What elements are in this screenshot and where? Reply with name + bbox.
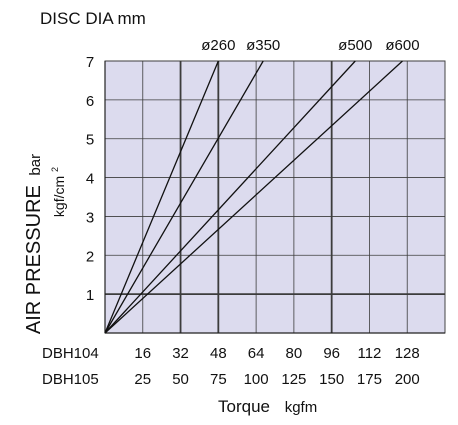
- x-tick-label: 48: [210, 345, 227, 362]
- svg-text:AIR PRESSURE bar: AIR PRESSURE bar: [23, 154, 45, 334]
- x-tick-label: 112: [357, 345, 381, 362]
- x-tick-labels: DBH104 16 32 48 64 80 96 112 128 DBH105 25 50 75 100 1…: [42, 345, 420, 388]
- x-tick-label: 16: [134, 345, 151, 362]
- x-tick-label: 125: [281, 371, 306, 388]
- x-tick-label: 100: [244, 371, 269, 388]
- series-lines: [104, 60, 403, 334]
- y-axis-unit2: kgf/cm: [51, 176, 67, 217]
- y-axis-label: AIR PRESSURE: [23, 185, 45, 334]
- svg-text:kgf/cm 2: kgf/cm 2: [50, 167, 67, 217]
- x-tick-label: 32: [172, 345, 189, 362]
- x-tick-label: 200: [395, 371, 420, 388]
- y-tick-label: 4: [86, 171, 94, 188]
- series-label: ø260: [201, 37, 235, 54]
- grid-lines: [104, 60, 445, 334]
- x-axis-unit: kgfm: [285, 399, 318, 416]
- series-line: [104, 60, 219, 334]
- y-tick-label: 5: [86, 132, 94, 149]
- chart-title: DISC DIA mm: [40, 9, 146, 28]
- y-axis-label-group: AIR PRESSURE bar: [23, 154, 45, 334]
- y-tick-label: 2: [86, 248, 94, 265]
- series-label: ø500: [338, 37, 372, 54]
- y-tick-labels: 1 2 3 4 5 6 7: [86, 54, 94, 304]
- y-tick-label: 1: [86, 287, 94, 304]
- y-axis-unit2-superscript: 2: [50, 167, 60, 172]
- y-axis-unit: bar: [27, 154, 44, 176]
- x-row-name: DBH104: [42, 345, 99, 362]
- x-axis-label-text: Torque: [218, 397, 270, 416]
- series-line: [104, 60, 403, 334]
- series-label: ø600: [385, 37, 419, 54]
- x-row-name: DBH105: [42, 371, 99, 388]
- x-tick-label: 96: [323, 345, 340, 362]
- y-tick-label: 6: [86, 93, 94, 110]
- y-axis-unit2-group: kgf/cm 2: [50, 167, 67, 217]
- plot-area: [104, 60, 446, 334]
- x-tick-label: 128: [395, 345, 420, 362]
- x-tick-label: 150: [319, 371, 344, 388]
- series-line: [104, 60, 264, 334]
- series-labels: ø260 ø350 ø500 ø600: [201, 37, 419, 54]
- x-tick-label: 50: [172, 371, 189, 388]
- y-tick-label: 7: [86, 54, 94, 71]
- x-tick-label: 175: [357, 371, 382, 388]
- x-tick-label: 25: [134, 371, 151, 388]
- y-tick-label: 3: [86, 209, 94, 226]
- x-tick-label: 80: [286, 345, 303, 362]
- x-tick-label: 75: [210, 371, 227, 388]
- series-line: [104, 60, 356, 334]
- x-tick-label: 64: [248, 345, 265, 362]
- x-axis-label: Torque kgfm: [218, 397, 317, 416]
- series-label: ø350: [246, 37, 280, 54]
